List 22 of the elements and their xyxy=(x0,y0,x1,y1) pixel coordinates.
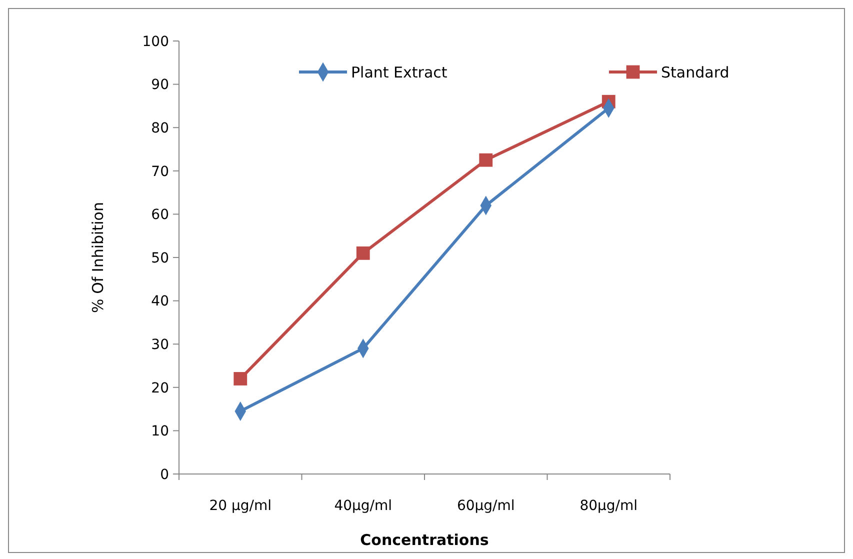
y-tick-label: 30 xyxy=(151,337,169,353)
point xyxy=(356,246,370,260)
y-tick-label: 0 xyxy=(160,466,169,483)
x-tick-label: 60µg/ml xyxy=(456,498,515,514)
y-tick-label: 80 xyxy=(151,120,169,136)
y-tick-label: 100 xyxy=(142,34,169,50)
x-tick-label: 40µg/ml xyxy=(334,498,392,514)
y-tick-label: 90 xyxy=(151,77,169,94)
y-axis-title: % Of Inhibition xyxy=(89,202,107,313)
y-tick-label: 70 xyxy=(151,164,169,180)
y-tick-label: 10 xyxy=(151,424,169,440)
point xyxy=(479,153,493,167)
y-tick-label: 20 xyxy=(151,380,169,396)
y-tick-label: 40 xyxy=(151,294,169,310)
legend-label: Standard xyxy=(661,63,730,82)
legend-label: Plant Extract xyxy=(351,63,448,82)
point xyxy=(234,372,248,386)
y-tick-label: 60 xyxy=(151,207,169,224)
y-tick-label: 50 xyxy=(151,250,169,266)
x-tick-label: 80µg/ml xyxy=(580,498,638,514)
x-tick-label: 20 µg/ml xyxy=(209,498,272,514)
x-axis-title: Concentrations xyxy=(360,531,489,549)
